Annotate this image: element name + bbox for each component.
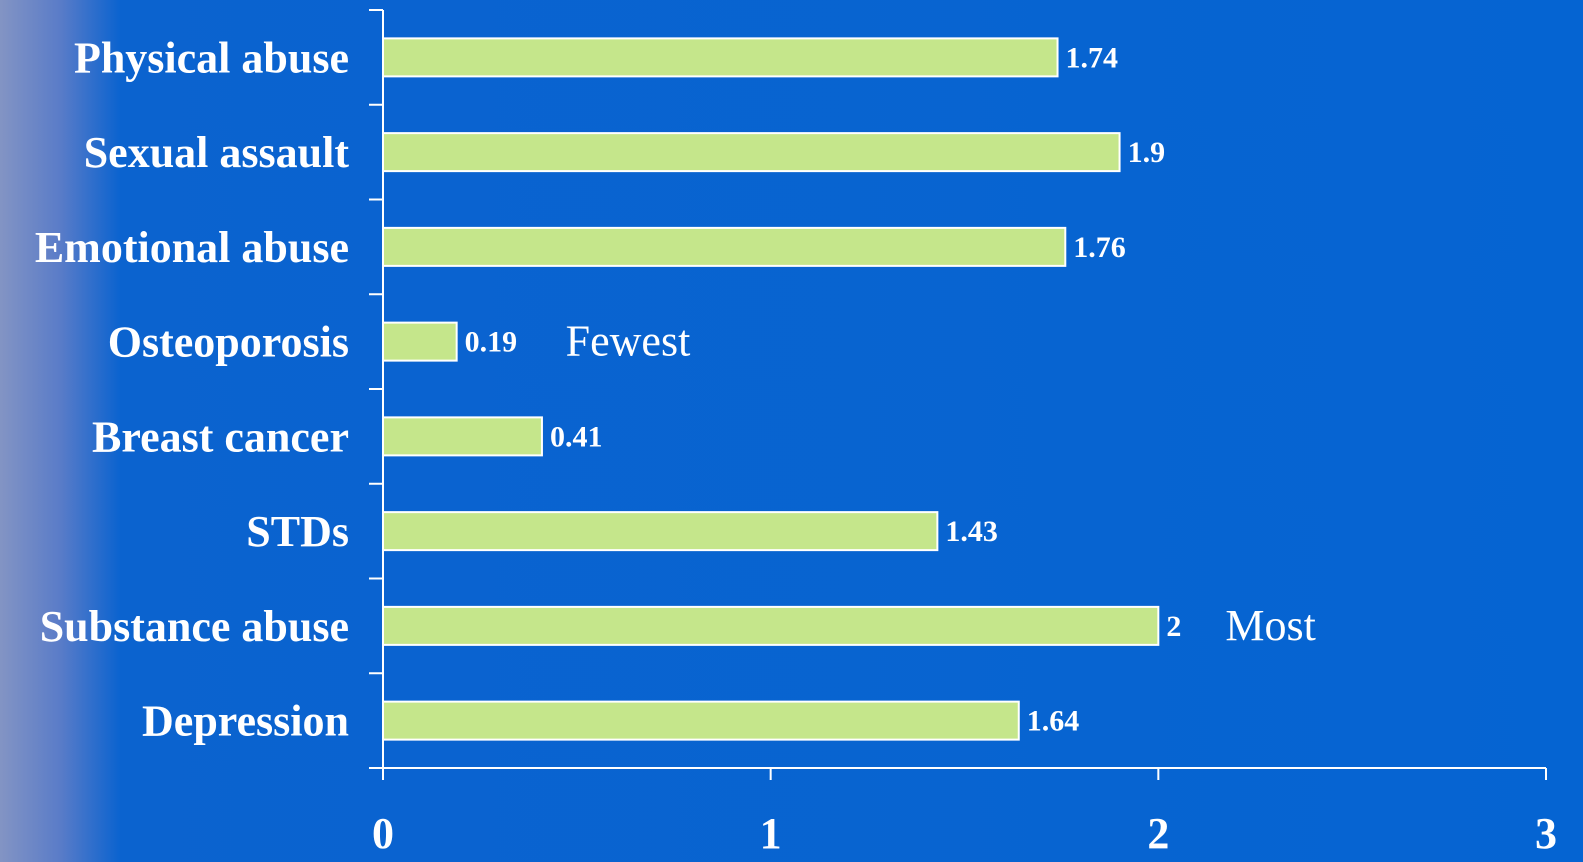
annotation-label: Fewest bbox=[566, 317, 691, 366]
data-label: 1.64 bbox=[1027, 705, 1080, 738]
x-tick-label: 3 bbox=[1535, 809, 1557, 858]
bar bbox=[382, 37, 1059, 78]
x-tick-label: 2 bbox=[1147, 809, 1169, 858]
data-label: 0.41 bbox=[550, 420, 603, 453]
bar bbox=[382, 132, 1121, 173]
category-label: Physical abuse bbox=[74, 33, 349, 82]
category-label: Emotional abuse bbox=[35, 223, 349, 272]
category-label: Osteoporosis bbox=[108, 318, 349, 367]
data-label: 0.19 bbox=[465, 326, 518, 359]
annotation-label: Most bbox=[1225, 601, 1315, 650]
data-label: 1.9 bbox=[1128, 136, 1166, 169]
x-tick-label: 0 bbox=[372, 809, 394, 858]
bar bbox=[382, 321, 458, 362]
category-label: Sexual assault bbox=[84, 128, 350, 177]
data-label: 1.74 bbox=[1066, 41, 1119, 74]
bar bbox=[382, 511, 939, 552]
category-label: Breast cancer bbox=[92, 412, 349, 461]
bar bbox=[382, 226, 1067, 267]
x-tick-label: 1 bbox=[760, 809, 782, 858]
category-label: Substance abuse bbox=[40, 602, 349, 651]
bar bbox=[382, 605, 1160, 646]
category-label: STDs bbox=[246, 507, 349, 556]
data-label: 1.43 bbox=[945, 515, 998, 548]
category-label: Depression bbox=[142, 697, 349, 746]
bar bbox=[382, 700, 1020, 741]
data-label: 1.76 bbox=[1073, 231, 1126, 264]
data-label: 2 bbox=[1166, 610, 1181, 643]
plot-area: 0 1 2 3 Physical abuse 1.74 Sexual assault 1.9 E… bbox=[35, 9, 1557, 858]
bar bbox=[382, 416, 543, 457]
